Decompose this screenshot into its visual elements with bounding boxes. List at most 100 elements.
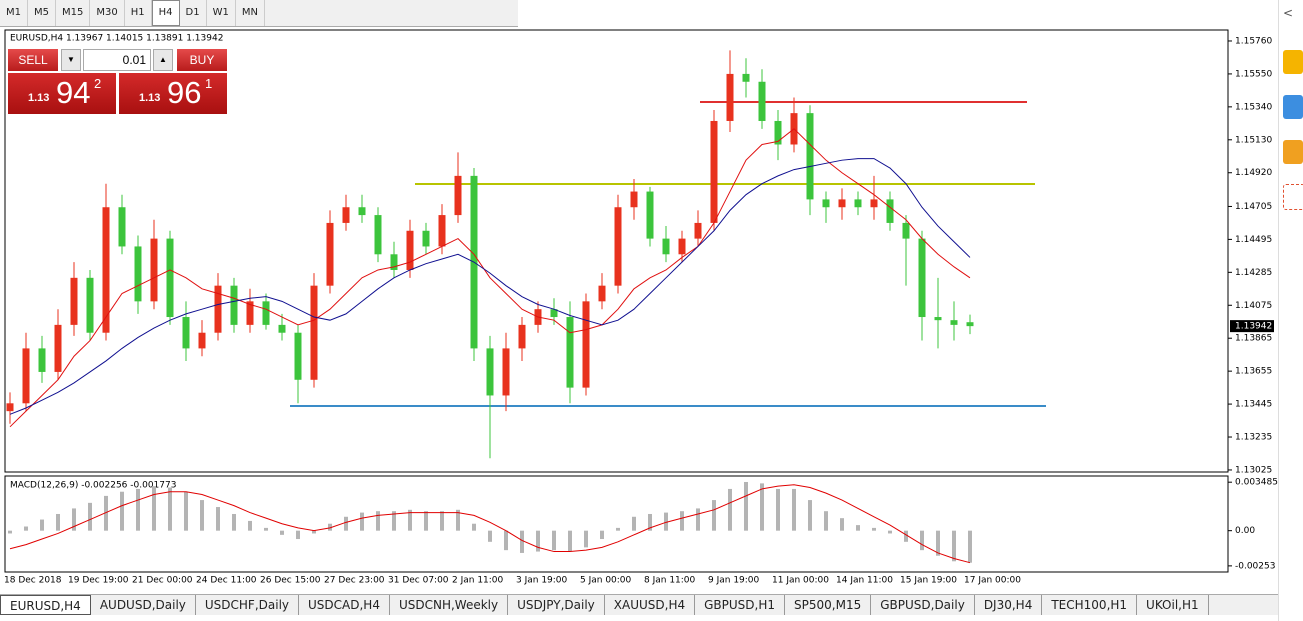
candle-body (662, 238, 670, 255)
collapse-arrow[interactable]: < (1283, 6, 1294, 20)
favorite-icon[interactable] (1283, 50, 1303, 74)
candle-body (582, 301, 590, 388)
macd-bar (120, 491, 124, 531)
chart-tab[interactable]: DJ30,H4 (975, 595, 1043, 615)
candle-body (246, 301, 254, 325)
chart-tab[interactable]: USDCAD,H4 (299, 595, 390, 615)
macd-bar (408, 509, 412, 531)
chart-tab[interactable]: AUDUSD,Daily (91, 595, 196, 615)
chart-tab[interactable]: GBPUSD,Daily (871, 595, 975, 615)
macd-bar (520, 530, 524, 553)
candle-body (902, 222, 910, 239)
chart-tab[interactable]: TECH100,H1 (1042, 595, 1138, 615)
timeframe-button[interactable]: M30 (90, 0, 125, 26)
macd-bar (968, 530, 972, 563)
macd-bar (600, 530, 604, 540)
lot-down[interactable]: ▼ (61, 49, 81, 71)
candle-body (150, 238, 158, 302)
macd-bar (904, 530, 908, 542)
weibo-icon[interactable] (1283, 140, 1303, 164)
x-tick-label: 26 Dec 15:00 (260, 576, 321, 586)
chart-tab[interactable]: USDJPY,Daily (508, 595, 605, 615)
news-icon[interactable] (1283, 95, 1303, 119)
candle-body (166, 238, 174, 318)
macd-bar (856, 525, 860, 531)
macd-bar (568, 530, 572, 552)
candle-body (726, 73, 734, 121)
ask-quote[interactable]: 1.13 96 1 (119, 73, 227, 114)
macd-bar (840, 518, 844, 531)
timeframe-button[interactable]: M5 (28, 0, 56, 26)
candle-body (742, 73, 750, 82)
candle-body (134, 246, 142, 302)
buy-button[interactable]: BUY (177, 49, 227, 71)
candle-body (342, 207, 350, 223)
chart-tab[interactable]: UKOil,H1 (1137, 595, 1209, 615)
macd-bar (536, 530, 540, 552)
timeframe-button[interactable]: MN (236, 0, 265, 26)
y-tick-label: -0.00253 (1235, 561, 1275, 571)
macd-bar (712, 500, 716, 531)
macd-bar (24, 526, 28, 531)
candle-body (422, 230, 430, 247)
chart-tab[interactable]: USDCNH,Weekly (390, 595, 509, 615)
chart-tab[interactable]: SP500,M15 (785, 595, 872, 615)
y-tick-label: 0.00 (1235, 526, 1255, 536)
candle-body (774, 120, 782, 145)
timeframe-button[interactable]: W1 (207, 0, 236, 26)
x-tick-label: 19 Dec 19:00 (68, 576, 129, 586)
macd-bar (744, 481, 748, 531)
chart-tabs: EURUSD,H4 AUDUSD,Daily USDCHF,Daily USDCAD,… (0, 594, 1280, 615)
y-tick-label: 1.13025 (1235, 465, 1272, 475)
mail-icon[interactable] (1283, 184, 1303, 210)
candle-body (550, 309, 558, 318)
candle-body (198, 332, 206, 349)
y-tick-label: 1.14495 (1235, 235, 1272, 245)
candle-body (294, 332, 302, 380)
candle-body (326, 222, 334, 286)
sell-button[interactable]: SELL (8, 49, 58, 71)
candle-body (614, 207, 622, 286)
macd-bar (792, 488, 796, 531)
candle-body (358, 207, 366, 216)
timeframe-button[interactable]: H1 (125, 0, 152, 26)
candle-body (406, 230, 414, 270)
candle-body (870, 199, 878, 208)
candle-body (454, 175, 462, 216)
ask-small: 1 (205, 76, 213, 91)
lot-up[interactable]: ▲ (153, 49, 173, 71)
candle-body (70, 277, 78, 325)
candle-body (214, 285, 222, 333)
chart-tab[interactable]: XAUUSD,H4 (605, 595, 696, 615)
timeframe-button[interactable]: M1 (0, 0, 28, 26)
timeframe-button[interactable]: D1 (180, 0, 207, 26)
chart-tab[interactable]: EURUSD,H4 (0, 595, 91, 615)
bid-quote[interactable]: 1.13 94 2 (8, 73, 116, 114)
macd-signal (9, 484, 971, 564)
x-tick-label: 11 Jan 00:00 (772, 576, 829, 586)
candle-body (22, 348, 30, 404)
candle-body (630, 191, 638, 208)
x-tick-label: 17 Jan 00:00 (964, 576, 1021, 586)
lot-input[interactable]: 0.01 (83, 49, 151, 71)
x-tick-label: 15 Jan 19:00 (900, 576, 957, 586)
candle-body (806, 113, 814, 200)
macd-bar (584, 530, 588, 548)
macd-bar (344, 516, 348, 531)
timeframe-button[interactable]: H4 (151, 0, 180, 26)
timeframe-button[interactable]: M15 (56, 0, 91, 26)
y-tick-label: 1.13235 (1235, 433, 1272, 443)
macd-bar (440, 511, 444, 531)
macd-bar (136, 488, 140, 531)
candle-body (438, 215, 446, 247)
macd-bar (216, 507, 220, 531)
macd-title: MACD(12,26,9) -0.002256 -0.001773 (10, 481, 176, 491)
y-tick-label: 1.15130 (1235, 135, 1272, 145)
macd-bar (760, 483, 764, 531)
chart-tab[interactable]: USDCHF,Daily (196, 595, 300, 615)
chart-title: EURUSD,H4 1.13967 1.14015 1.13891 1.1394… (10, 34, 223, 44)
chart-tab[interactable]: GBPUSD,H1 (695, 595, 786, 615)
macd-bar (424, 511, 428, 531)
macd-bar (808, 500, 812, 531)
candle-body (278, 324, 286, 333)
